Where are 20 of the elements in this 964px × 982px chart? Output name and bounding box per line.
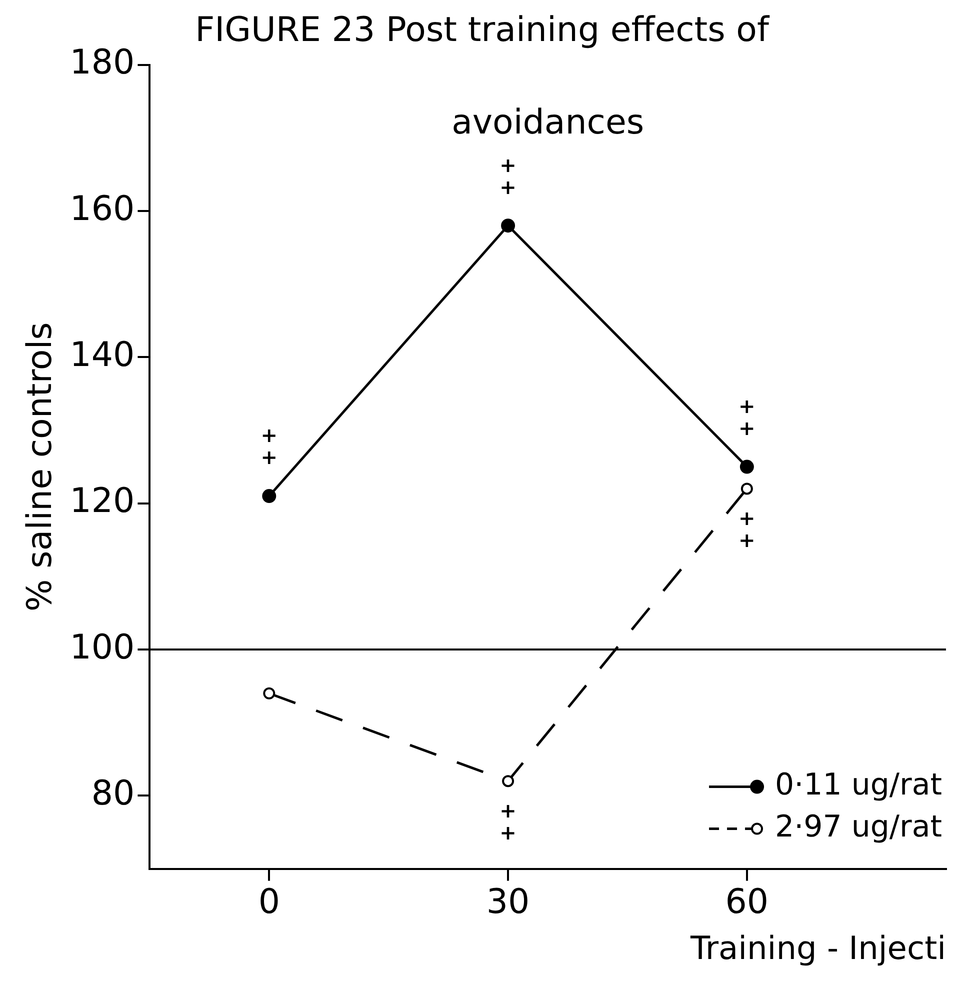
annotation: + + — [500, 152, 516, 199]
annotation: + + — [738, 506, 756, 552]
y-tick-label: 140 — [70, 334, 135, 375]
chart-title: FIGURE 23 Post training effects of — [195, 10, 770, 50]
x-tick-label: 0 — [258, 882, 280, 922]
y-tick-label: 80 — [91, 774, 135, 814]
annotation: + + — [500, 798, 516, 844]
y-tick-label: 100 — [70, 627, 135, 668]
y-tick-label: 120 — [70, 481, 135, 522]
annotation: avoidances — [452, 102, 644, 143]
y-axis-title: % saline controls — [20, 322, 60, 612]
annotation: + + — [260, 423, 278, 470]
x-tick-label: 60 — [725, 882, 769, 922]
annotation: + + — [738, 394, 756, 440]
legend-label: 0·11 ug/rat — [775, 768, 942, 803]
y-tick-label: 160 — [70, 188, 135, 229]
x-axis-title: Training - Injecti — [690, 929, 946, 968]
y-tick-label: 180 — [70, 42, 135, 83]
legend-label: 2·97 ug/rat — [775, 810, 942, 845]
x-tick-label: 30 — [486, 882, 530, 922]
